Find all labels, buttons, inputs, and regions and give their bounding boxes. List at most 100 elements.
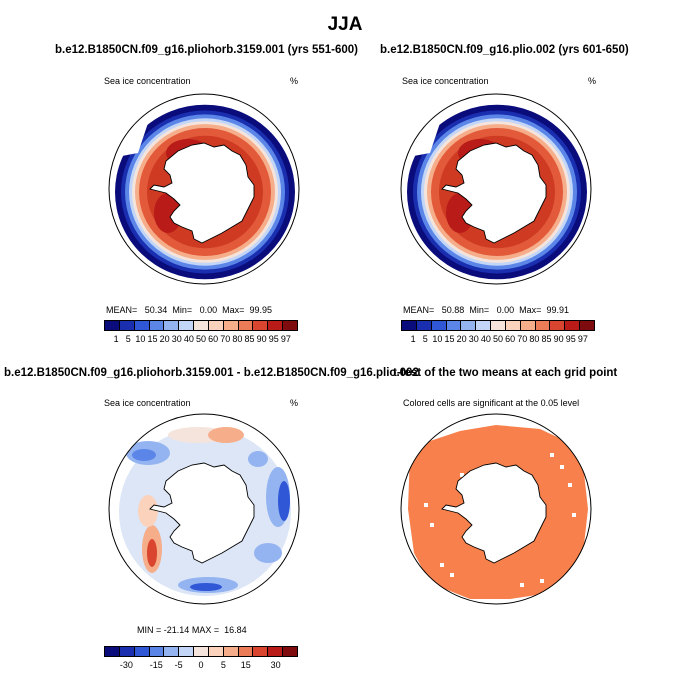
- panel1-colorbar-box: [105, 321, 120, 330]
- panel3-units-label: %: [290, 398, 299, 408]
- panel1-colorbar-tick-label: 20: [159, 334, 170, 344]
- panel3-colorbar: [104, 646, 298, 657]
- panel1-colorbar-box: [164, 321, 180, 330]
- panel2-title: b.e12.B1850CN.f09_g16.plio.002 (yrs 601-…: [380, 44, 629, 56]
- panel2-colorbar-box: [402, 321, 417, 330]
- panel2-colorbar-tick-label: 40: [480, 334, 491, 344]
- panel1-colorbar-box: [134, 321, 150, 330]
- panel3-negative-anomaly: [248, 451, 268, 467]
- panel3-colorbar-tick-label: -30: [119, 660, 133, 670]
- panel2-max-label: Max=: [519, 305, 542, 315]
- panel3-colorbar-box: [238, 647, 254, 656]
- panel2-colorbar-box: [550, 321, 566, 330]
- panel2-colorbar-tick-label: 70: [517, 334, 528, 344]
- panel3-positive-anomaly: [208, 427, 244, 443]
- panel2-colorbar-tick-label: 95: [565, 334, 576, 344]
- panel2-colorbar-tick-label: 5: [422, 334, 428, 344]
- panel2-colorbar-tick-label: 80: [529, 334, 540, 344]
- panel3-colorbar-box: [208, 647, 224, 656]
- panel3-colorbar-box: [268, 647, 284, 656]
- panel1-colorbar-tick-label: 60: [208, 334, 219, 344]
- panel4-title: t-test of the two means at each grid poi…: [393, 367, 618, 379]
- panel2-colorbar-tick-label: 50: [492, 334, 504, 344]
- panel1-colorbar-tick-label: 95: [268, 334, 279, 344]
- panel1-map: [108, 93, 300, 285]
- panel3-positive-anomaly: [138, 495, 158, 527]
- panel2-max-value: 99.91: [546, 305, 569, 315]
- panel1-colorbar-tick-label: 80: [232, 334, 243, 344]
- panel3-negative-anomaly: [278, 481, 290, 521]
- panel1-colorbar-tick-label: 30: [171, 334, 182, 344]
- panel1-antarctica: [149, 142, 255, 244]
- panel4-insignificant-cell: [550, 453, 554, 457]
- panel2-colorbar-tick-label: 10: [432, 334, 443, 344]
- panel4-insignificant-cell: [450, 573, 454, 577]
- panel4-insignificant-cell: [568, 483, 572, 487]
- panel3-antarctica: [149, 462, 255, 564]
- panel2-colorbar-tick-label: 20: [456, 334, 467, 344]
- panel4-insignificant-cell: [424, 503, 428, 507]
- panel1-colorbar-tick-label: 1: [113, 334, 119, 344]
- panel1-min-value: 0.00: [199, 305, 218, 315]
- panel4-antarctica: [441, 462, 547, 564]
- panel3-colorbar-tick-label: 30: [270, 660, 281, 670]
- panel1-colorbar-tick-label: 70: [220, 334, 231, 344]
- panel2-colorbar-box: [565, 321, 581, 330]
- panel1-variable-label: Sea ice concentration: [104, 76, 191, 86]
- panel2-antarctica: [441, 142, 547, 244]
- panel1-max-label: Max=: [222, 305, 245, 315]
- panel2-mean-label: MEAN=: [403, 305, 435, 315]
- panel2-colorbar-box: [416, 321, 432, 330]
- panel3-max-value: 16.84: [224, 625, 247, 635]
- panel3-stats: MIN = -21.14 MAX = 16.84: [137, 625, 247, 635]
- panel2-variable-label: Sea ice concentration: [402, 76, 489, 86]
- panel3-negative-anomaly: [132, 449, 156, 461]
- panel4-subtitle: Colored cells are significant at the 0.0…: [403, 398, 580, 408]
- panel1-title: b.e12.B1850CN.f09_g16.pliohorb.3159.001 …: [55, 44, 358, 56]
- panel1-colorbar-tick-label: 90: [256, 334, 267, 344]
- panel1-colorbar-tick-label: 5: [125, 334, 131, 344]
- panel1-colorbar-box: [283, 321, 297, 330]
- panel1-colorbar-tick-label: 97: [280, 334, 291, 344]
- panel3-title: b.e12.B1850CN.f09_g16.pliohorb.3159.001 …: [4, 367, 419, 379]
- panel2-colorbar-tick-label: 60: [505, 334, 516, 344]
- panel2-min-label: Min=: [469, 305, 490, 315]
- panel2-colorbar-box: [505, 321, 521, 330]
- panel2-min-value: 0.00: [496, 305, 515, 315]
- figure-title: JJA: [327, 14, 363, 35]
- panel2-colorbar-tick-label: 15: [444, 334, 455, 344]
- panel3-colorbar-box: [149, 647, 165, 656]
- panel2-colorbar-tick-label: 30: [468, 334, 479, 344]
- panel2-colorbar-box: [476, 321, 492, 330]
- panel2-colorbar: [401, 320, 595, 331]
- panel3-variable-label: Sea ice concentration: [104, 398, 191, 408]
- panel4-insignificant-cell: [572, 513, 576, 517]
- panel2-colorbar-tick-label: 97: [577, 334, 588, 344]
- panel3-map: [108, 413, 300, 605]
- panel3-map-border: [108, 413, 300, 605]
- panel3-colorbar-box: [223, 647, 239, 656]
- panel3-colorbar-tick-label: 5: [220, 660, 226, 670]
- panel4-insignificant-cell: [540, 579, 544, 583]
- panel3-colorbar-box: [119, 647, 135, 656]
- panel3-colorbar-box: [179, 647, 195, 656]
- panel1-mean-label: MEAN=: [106, 305, 138, 315]
- panel2-colorbar-box: [520, 321, 536, 330]
- panel3-colorbar-box: [134, 647, 150, 656]
- panel1-colorbar-box: [119, 321, 135, 330]
- panel2-colorbar-box: [580, 321, 594, 330]
- panel1-colorbar: [104, 320, 298, 331]
- panel2-units-label: %: [588, 76, 597, 86]
- panel4-insignificant-cell: [430, 523, 434, 527]
- panel1-colorbar-box: [179, 321, 195, 330]
- panel2-mean-value: 50.88: [441, 305, 465, 315]
- panel3-colorbar-box: [194, 647, 209, 656]
- panel4-insignificant-cell: [560, 465, 564, 469]
- panel3-colorbar-tick-label: 0: [198, 660, 204, 670]
- panel1-colorbar-box: [268, 321, 284, 330]
- panel1-colorbar-box: [149, 321, 165, 330]
- panel3-positive-anomaly: [147, 539, 157, 567]
- panel4-insignificant-cell: [440, 563, 444, 567]
- panel2-map-border: [400, 93, 592, 285]
- panel3-colorbar-tick-label: -5: [174, 660, 183, 670]
